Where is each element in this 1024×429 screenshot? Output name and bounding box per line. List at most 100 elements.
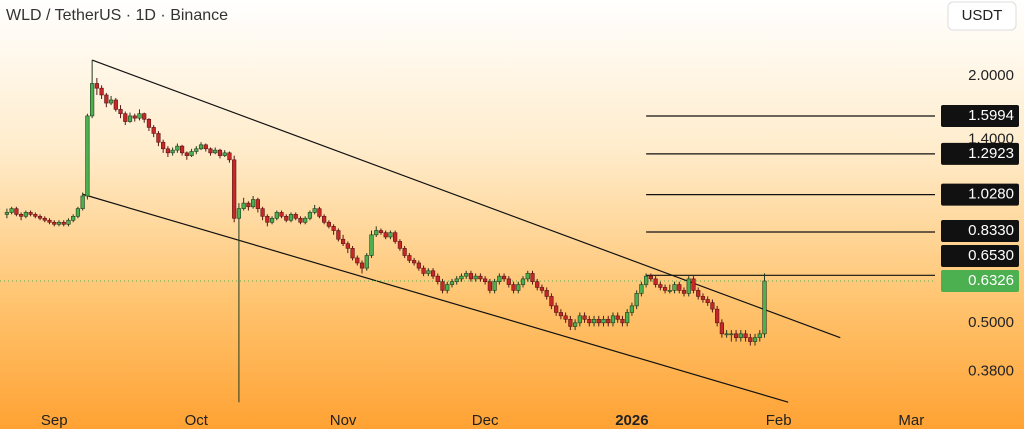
candle-body — [184, 152, 189, 156]
candle-body — [61, 221, 66, 225]
candle-body — [558, 312, 563, 317]
candle-body — [213, 149, 218, 154]
candle-body — [227, 152, 232, 161]
level-price-label: 1.2923 — [968, 145, 1014, 162]
candle-body — [686, 278, 691, 294]
candle-body — [236, 208, 242, 219]
candle-body — [710, 302, 715, 310]
candle-body — [748, 337, 753, 342]
candle-body — [492, 281, 497, 291]
candle-body — [596, 318, 601, 324]
y-tick-label: 0.5000 — [968, 314, 1014, 331]
candle-body — [648, 275, 653, 280]
candle-body — [47, 219, 52, 223]
candle-body — [42, 217, 47, 221]
level-price-label: 1.0280 — [968, 186, 1014, 203]
candle-body — [762, 280, 767, 335]
candle-body — [572, 322, 578, 327]
candle-body — [393, 232, 398, 242]
candle-body — [108, 99, 114, 104]
candle-body — [345, 243, 350, 249]
y-tick-label: 2.0000 — [968, 67, 1014, 84]
candle-body — [440, 281, 445, 291]
candle-body — [487, 281, 492, 291]
candle-body — [639, 284, 644, 294]
level-price-label: 1.5994 — [968, 107, 1014, 124]
candle-body — [464, 273, 469, 277]
candle-body — [568, 318, 573, 327]
candle-body — [132, 115, 137, 119]
candle-body — [729, 333, 734, 336]
candle-body — [170, 149, 175, 154]
candle-body — [497, 275, 502, 283]
candle-body — [430, 270, 436, 277]
candle-body — [326, 221, 331, 227]
candle-body — [265, 215, 270, 223]
candle-body — [681, 290, 687, 294]
candle-body — [284, 215, 289, 221]
candle-body — [620, 318, 625, 324]
candle-body — [501, 275, 507, 280]
candle-body — [388, 232, 393, 238]
candle-body — [416, 262, 421, 269]
candle-body — [251, 199, 256, 208]
candle-body — [75, 208, 81, 217]
candle-body — [738, 333, 743, 338]
candle-body — [364, 255, 369, 269]
candle-body — [587, 318, 592, 324]
candle-body — [662, 287, 668, 291]
currency-button[interactable] — [947, 1, 1017, 31]
level-price-box — [941, 183, 1019, 206]
level-price-label: 0.8330 — [968, 222, 1014, 239]
candle-body — [625, 312, 630, 324]
candle-body — [246, 202, 251, 208]
candle-body — [161, 141, 166, 150]
candle-body — [677, 284, 682, 291]
candle-body — [506, 278, 511, 285]
candle-body — [312, 208, 317, 213]
candle-body — [28, 212, 33, 215]
candle-body — [539, 287, 545, 291]
trendline — [91, 59, 841, 339]
candle-body — [303, 217, 308, 223]
candle-body — [733, 333, 739, 338]
candle-body — [743, 333, 748, 338]
candle-body — [90, 83, 95, 117]
candle-body — [644, 275, 649, 285]
candle-body — [142, 113, 147, 120]
candle-body — [175, 145, 180, 151]
candle-body — [146, 118, 152, 128]
trendline — [82, 193, 789, 403]
candle-body — [9, 208, 14, 213]
candle-body — [255, 199, 260, 209]
candle-body — [322, 215, 327, 223]
candle-body — [535, 281, 540, 288]
candle-body — [179, 145, 185, 154]
currency-button-label[interactable]: USDT — [962, 7, 1003, 24]
candle-body — [189, 151, 194, 156]
candle-body — [757, 333, 762, 338]
candle-body — [33, 214, 38, 217]
candle-body — [591, 318, 597, 324]
candle-body — [350, 248, 355, 259]
candle-body — [634, 293, 639, 307]
candle-body — [241, 202, 246, 209]
candle-body — [378, 230, 384, 233]
candle-body — [19, 214, 24, 217]
candle-body — [52, 221, 57, 225]
candle-body — [520, 278, 526, 285]
x-tick-label: Oct — [185, 412, 209, 429]
candle-body — [672, 284, 677, 291]
candle-body — [203, 144, 208, 150]
candle-body — [530, 273, 535, 283]
candle-body — [705, 299, 710, 303]
candle-body — [383, 232, 388, 238]
candle-body — [307, 212, 313, 219]
candle-body — [483, 278, 488, 283]
candle-body — [667, 290, 672, 292]
candle-body — [336, 230, 341, 240]
level-price-box — [941, 142, 1019, 165]
candle-body — [4, 212, 9, 215]
